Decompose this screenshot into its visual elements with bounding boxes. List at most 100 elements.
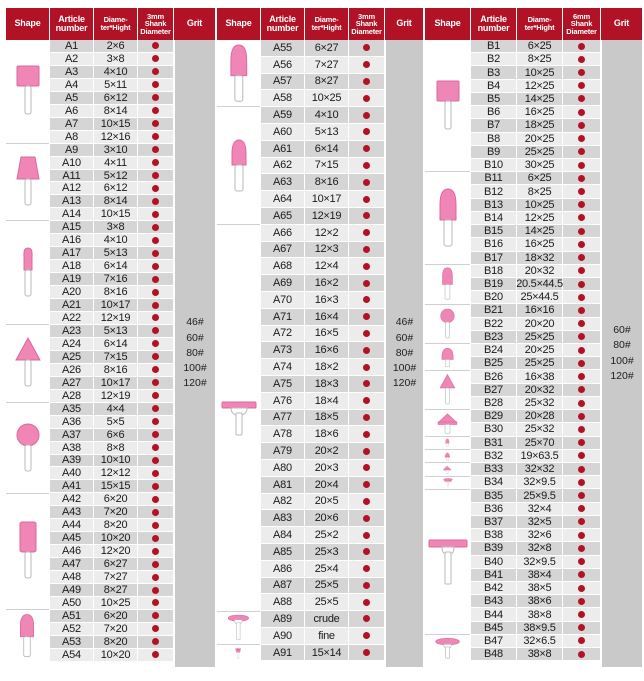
cell-article-number: B22	[471, 317, 517, 330]
grit-value: 120#	[183, 377, 207, 390]
dot-icon	[152, 612, 159, 620]
dot-icon	[578, 386, 585, 394]
table-row: B35 25×9.5	[471, 489, 601, 503]
dot-icon	[363, 212, 370, 220]
cell-article-number: B4	[471, 79, 517, 92]
dot-icon	[363, 447, 370, 455]
table-row: B13 10×25	[471, 198, 601, 212]
dot-icon	[152, 366, 159, 374]
cell-shank-diameter-dot	[138, 571, 174, 584]
cell-article-number: A69	[261, 275, 305, 291]
dot-icon	[152, 405, 159, 413]
cell-article-number: A26	[50, 364, 94, 376]
cell-shank-diameter-dot	[563, 621, 601, 634]
table-row: B9 25×25	[471, 145, 601, 159]
cell-article-number: B15	[471, 225, 517, 238]
dot-icon	[363, 94, 370, 102]
table-row: B43 38×6	[471, 595, 601, 609]
table-row: A82 20×5	[261, 493, 385, 511]
table-row: A68 12×4	[261, 258, 385, 276]
table-row: A73 16×6	[261, 342, 385, 360]
cell-shank-diameter-dot	[349, 493, 385, 510]
dot-icon	[578, 637, 585, 645]
cell-diameter-height: 12×19	[94, 390, 138, 402]
cell-shank-diameter-dot	[349, 342, 385, 359]
cell-shank-diameter-dot	[563, 515, 601, 529]
cell-diameter-height: 25×9.5	[517, 489, 563, 502]
cell-article-number: A14	[50, 208, 94, 220]
table-row: A55 6×27	[261, 40, 385, 57]
cell-diameter-height: 25×25	[517, 330, 563, 344]
dot-icon	[152, 197, 159, 205]
cell-shank-diameter-dot	[349, 644, 385, 661]
dot-icon	[578, 306, 585, 314]
cell-shank-diameter-dot	[349, 426, 385, 443]
table-row: B1 6×25	[471, 40, 601, 54]
cell-shank-diameter-dot	[138, 65, 174, 78]
cell-diameter-height: 38×6	[517, 595, 563, 608]
cell-article-number: A15	[50, 221, 94, 233]
dot-icon	[578, 333, 585, 341]
cell-diameter-height: 5×13	[94, 325, 138, 337]
table-row: B47 32×6.5	[471, 634, 601, 649]
cell-shank-diameter-dot	[138, 428, 174, 441]
cell-diameter-height: 7×20	[94, 623, 138, 635]
cell-shank-diameter-dot	[349, 510, 385, 527]
cell-article-number: B36	[471, 502, 517, 515]
cell-diameter-height: 10×17	[94, 377, 138, 389]
cell-diameter-height: 7×27	[305, 56, 349, 73]
table-row: A45 10×20	[50, 532, 174, 546]
grit-value: 100#	[183, 362, 207, 375]
cell-diameter-height: 25×4	[305, 560, 349, 577]
cell-diameter-height: 32×5	[517, 515, 563, 529]
cell-article-number: A72	[261, 325, 305, 342]
cell-diameter-height: 7×15	[305, 157, 349, 174]
cell-diameter-height: 18×32	[517, 251, 563, 264]
grit-value: 60#	[186, 331, 204, 344]
cell-shank-diameter-dot	[138, 299, 174, 312]
cell-shank-diameter-dot	[563, 185, 601, 198]
cell-shank-diameter-dot	[138, 545, 174, 558]
dot-icon	[152, 495, 159, 503]
table-row: B45 38×9.5	[471, 621, 601, 635]
dot-icon	[363, 229, 370, 237]
cell-article-number: A22	[50, 312, 94, 324]
cell-shank-diameter-dot	[349, 459, 385, 476]
cell-article-number: A68	[261, 258, 305, 275]
table-row: B6 16×25	[471, 106, 601, 120]
dot-icon	[578, 346, 585, 354]
cell-diameter-height: fine	[305, 627, 349, 644]
dot-icon	[578, 611, 585, 619]
dot-icon	[578, 558, 585, 566]
cell-diameter-height: 32×9.5	[517, 476, 563, 489]
cell-shank-diameter-dot	[563, 476, 601, 489]
table-row: A83 20×6	[261, 510, 385, 528]
table-row: A84 25×2	[261, 527, 385, 544]
cell-article-number: A85	[261, 543, 305, 560]
dot-icon	[152, 573, 159, 581]
cell-article-number: A46	[50, 545, 94, 557]
dot-icon	[363, 161, 370, 169]
shape-icon-bullet-round	[425, 264, 470, 305]
cell-shank-diameter-dot	[563, 251, 601, 264]
cell-diameter-height: 6×12	[94, 92, 138, 104]
cell-shank-diameter-dot	[138, 260, 174, 273]
table-row: B19 20.5×44.5	[471, 277, 601, 292]
table-row: B17 18×32	[471, 251, 601, 265]
cell-article-number: A59	[261, 107, 305, 123]
grit-value: 100#	[392, 362, 417, 375]
table-row: B24 20×25	[471, 344, 601, 358]
cell-shank-diameter-dot	[349, 560, 385, 577]
cell-diameter-height: 15×15	[94, 480, 138, 492]
table-row: B38 32×6	[471, 529, 601, 543]
cell-article-number: A41	[50, 480, 94, 492]
cell-shank-diameter-dot	[563, 291, 601, 304]
table-row: A86 25×4	[261, 560, 385, 578]
table-row: B10 30×25	[471, 158, 601, 173]
cell-article-number: B29	[471, 410, 517, 423]
cell-diameter-height: 3×10	[94, 144, 138, 156]
cell-shank-diameter-dot	[138, 40, 174, 52]
table-row: A40 12×12	[50, 467, 174, 481]
dot-icon	[363, 397, 370, 405]
cell-article-number: A65	[261, 207, 305, 224]
